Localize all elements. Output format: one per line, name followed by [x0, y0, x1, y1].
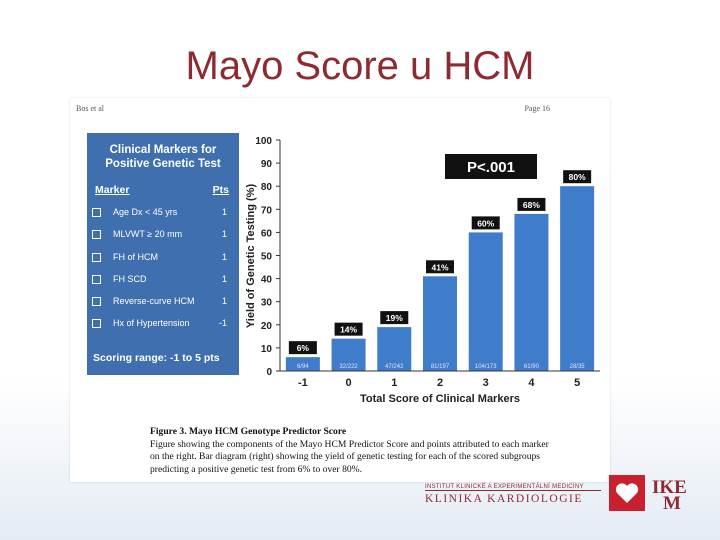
ikem-logo: IKE M [652, 477, 687, 514]
data-label-box [471, 216, 500, 230]
marker-label: MLVWT ≥ 20 mm [113, 229, 183, 239]
y-tick-label: 40 [261, 275, 273, 286]
y-tick-label: 10 [261, 344, 273, 355]
x-tick-label: 0 [346, 377, 352, 389]
x-tick-label: 4 [528, 377, 535, 389]
x-tick-label: -1 [298, 377, 308, 389]
figure-header-left: Bos et al [76, 104, 104, 113]
y-tick-label: 100 [255, 136, 272, 147]
checkbox-icon [92, 230, 101, 239]
p-value-annotation: P<.001 [467, 159, 515, 176]
marker-points: 1 [221, 229, 227, 239]
caption-text: Figure showing the components of the May… [150, 438, 549, 475]
pts-column-header: Pts [212, 184, 229, 196]
institute-name: INSTITUT KLINICKÉ A EXPERIMENTÁLNÍ MEDIC… [425, 484, 601, 491]
data-label-box [380, 311, 409, 325]
data-label: 14% [340, 325, 357, 335]
data-label-box [426, 260, 454, 274]
marker-label: Reverse-curve HCM [113, 296, 195, 306]
marker-row: Age Dx < 45 yrs 1 [87, 205, 239, 225]
sample-fraction: 104/173 [475, 364, 497, 370]
marker-label: FH of HCM [113, 252, 158, 262]
sample-fraction: 61/90 [524, 364, 540, 370]
data-label-box [517, 197, 546, 211]
y-axis-label: Yield of Genetic Testing (%) [245, 184, 257, 329]
bar [468, 232, 503, 371]
data-label: 19% [386, 313, 403, 323]
ikem-logo-line2: M [663, 493, 681, 514]
heart-logo-icon [609, 475, 645, 511]
marker-points: 1 [221, 296, 227, 306]
y-tick-label: 0 [266, 367, 272, 378]
clinical-markers-panel: Clinical Markers for Positive Genetic Te… [87, 133, 239, 375]
marker-label: Age Dx < 45 yrs [113, 207, 178, 217]
data-label-box [334, 322, 363, 336]
bar [377, 327, 412, 371]
data-label: 41% [431, 262, 448, 272]
marker-points: 1 [221, 252, 227, 262]
checkbox-icon [92, 319, 101, 328]
checkbox-icon [92, 208, 101, 217]
y-tick-label: 30 [261, 298, 273, 309]
marker-points: 1 [221, 274, 227, 284]
marker-row: MLVWT ≥ 20 mm 1 [87, 227, 239, 247]
bar [285, 357, 320, 371]
bar [514, 213, 549, 371]
bar [331, 338, 366, 371]
x-tick-label: 1 [391, 377, 397, 389]
data-label: 68% [523, 200, 540, 210]
y-tick-label: 80 [261, 182, 273, 193]
marker-row: FH SCD 1 [87, 272, 239, 292]
data-label: 80% [569, 172, 586, 182]
panel-title: Clinical Markers for Positive Genetic Te… [105, 144, 221, 170]
figure: Bos et al Page 16 Clinical Markers for P… [70, 98, 610, 482]
bar [423, 276, 457, 371]
y-tick-label: 20 [261, 321, 273, 332]
bar [560, 186, 595, 371]
department-name: KLINIKA KARDIOLOGIE [425, 493, 583, 505]
data-label: 60% [477, 218, 494, 228]
checkbox-icon [92, 253, 101, 262]
slide-title: Mayo Score u HCM [185, 44, 535, 88]
marker-row: Hx of Hypertension -1 [87, 316, 239, 336]
x-axis-label: Total Score of Clinical Markers [360, 393, 520, 405]
data-label-box [288, 341, 317, 355]
y-tick-label: 60 [261, 228, 273, 239]
sample-fraction: 28/35 [570, 364, 586, 370]
y-tick-label: 50 [261, 252, 273, 263]
figure-header-right: Page 16 [524, 104, 550, 113]
x-tick-label: 5 [574, 377, 580, 389]
sample-fraction: 6/94 [297, 364, 309, 370]
marker-points: -1 [218, 318, 227, 328]
scoring-range: Scoring range: -1 to 5 pts [93, 352, 220, 364]
institute-branding: INSTITUT KLINICKÉ A EXPERIMENTÁLNÍ MEDIC… [425, 484, 601, 505]
x-tick-label: 2 [437, 377, 443, 389]
marker-row: Reverse-curve HCM 1 [87, 294, 239, 314]
sample-fraction: 81/197 [431, 364, 450, 370]
figure-caption: Figure 3. Mayo HCM Genotype Predictor Sc… [150, 426, 550, 476]
y-tick-label: 70 [261, 205, 273, 216]
sample-fraction: 47/242 [385, 364, 404, 370]
bar-chart: Yield of Genetic Testing (%) 01020304050… [245, 136, 600, 405]
marker-row: FH of HCM 1 [87, 250, 239, 270]
caption-title: Figure 3. Mayo HCM Genotype Predictor Sc… [150, 426, 347, 437]
y-tick-label: 90 [261, 159, 273, 170]
sample-fraction: 32/222 [339, 364, 358, 370]
p-value-box [445, 154, 537, 179]
marker-label: FH SCD [113, 274, 147, 284]
checkbox-icon [92, 297, 101, 306]
marker-label: Hx of Hypertension [113, 318, 190, 328]
marker-column-header: Marker [95, 184, 130, 196]
data-label-box [563, 170, 592, 184]
checkbox-icon [92, 275, 101, 284]
ikem-logo-line1: IKE [652, 477, 687, 498]
marker-points: 1 [221, 207, 227, 217]
x-tick-label: 3 [483, 377, 489, 389]
data-label: 6% [297, 343, 310, 353]
